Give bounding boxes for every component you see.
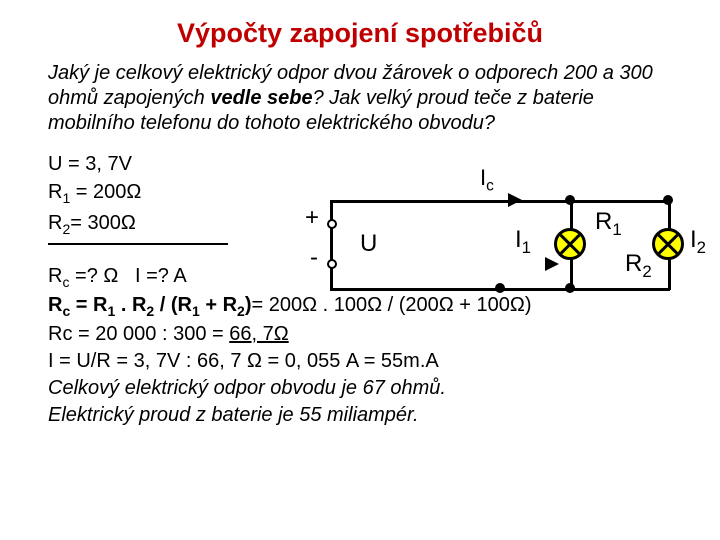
wire-left bbox=[330, 200, 333, 290]
calc-current: I = U/R = 3, 7V : 66, 7 Ω = 0, 055 A = 5… bbox=[48, 348, 672, 375]
result-resistance: Celkový elektrický odpor obvodu je 67 oh… bbox=[48, 375, 672, 402]
problem-question: Jaký je celkový elektrický odpor dvou žá… bbox=[48, 61, 672, 136]
label-r2: R2 bbox=[625, 250, 652, 282]
circuit-diagram: Ic + - U I1 R1 R2 I2 bbox=[250, 168, 710, 318]
label-plus: + bbox=[305, 204, 319, 232]
node-bot-mid bbox=[495, 283, 505, 293]
terminal-minus-icon bbox=[327, 259, 337, 269]
page-title: Výpočty zapojení spotřebičů bbox=[0, 0, 720, 61]
given-divider bbox=[48, 243, 228, 245]
wire-top bbox=[330, 200, 670, 203]
terminal-plus-icon bbox=[327, 219, 337, 229]
label-i2: I2 bbox=[690, 226, 706, 258]
label-i1: I1 bbox=[515, 226, 531, 258]
bulb-r2-icon bbox=[652, 228, 684, 260]
label-u: U bbox=[360, 230, 377, 258]
label-ic: Ic bbox=[480, 165, 494, 195]
node-bot-r1 bbox=[565, 283, 575, 293]
node-top-r2 bbox=[663, 195, 673, 205]
bulb-r1-icon bbox=[554, 228, 586, 260]
result-current: Elektrický proud z baterie je 55 miliamp… bbox=[48, 402, 672, 429]
arrow-i1-icon bbox=[545, 257, 559, 271]
calc-rc: Rc = 20 000 : 300 = 66, 7Ω bbox=[48, 321, 672, 348]
label-minus: - bbox=[310, 244, 318, 272]
node-top-r1 bbox=[565, 195, 575, 205]
label-r1: R1 bbox=[595, 208, 622, 240]
